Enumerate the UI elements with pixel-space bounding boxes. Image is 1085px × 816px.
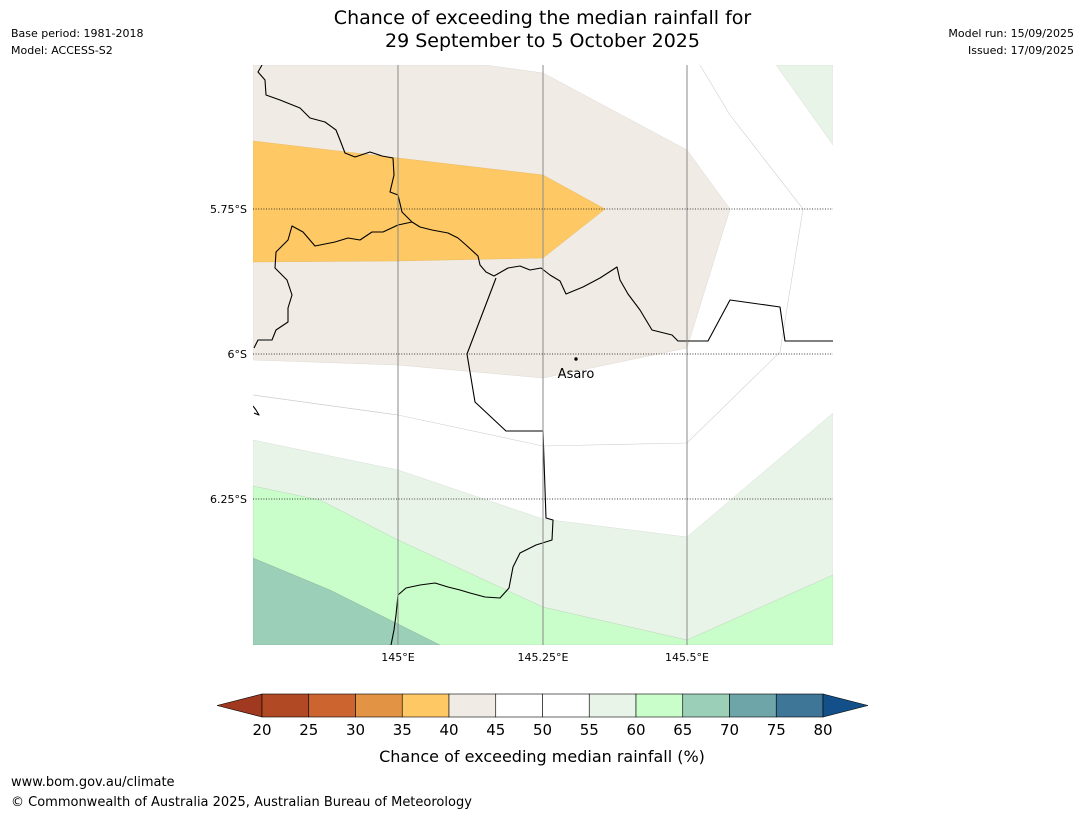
asaro-label: Asaro — [558, 367, 595, 382]
colorbar-segment — [355, 693, 403, 718]
colorbar-segment — [729, 693, 777, 718]
meridians — [397, 65, 688, 645]
colorbar-tick-label: 40 — [439, 721, 458, 739]
lat-label-6-25: 6.25°S — [210, 493, 247, 506]
colorbar-segment — [401, 693, 450, 718]
footer-copyright: © Commonwealth of Australia 2025, Austra… — [11, 795, 472, 810]
colorbar-tick-label: 20 — [252, 721, 271, 739]
colorbar-segment — [308, 693, 356, 718]
colorbar-segment — [542, 693, 590, 718]
colorbar-segment — [588, 693, 637, 718]
colorbar-tick-label: 25 — [299, 721, 318, 739]
colorbar — [216, 693, 869, 718]
colorbar-label: Chance of exceeding median rainfall (%) — [379, 747, 705, 766]
contour-lines — [253, 65, 804, 447]
colorbar-segment — [775, 693, 824, 718]
lon-label-145-5: 145.5°E — [665, 651, 709, 664]
colorbar-tick-label: 75 — [767, 721, 786, 739]
title-line-2: 29 September to 5 October 2025 — [385, 30, 700, 52]
colorbar-segment — [261, 693, 310, 718]
colorbar-segment — [495, 693, 543, 718]
lon-label-145-25: 145.25°E — [518, 651, 569, 664]
lat-label-6: 6°S — [228, 348, 247, 361]
colorbar-tick-label: 80 — [813, 721, 832, 739]
issued-date: Issued: 17/09/2025 — [967, 44, 1074, 57]
colorbar-tick-label: 65 — [673, 721, 692, 739]
colorbar-tick-label: 60 — [626, 721, 645, 739]
lat-label-5-75: 5.75°S — [210, 203, 247, 216]
boundaries — [253, 65, 833, 645]
meta-right: Model run: 15/09/2025 Issued: 17/09/2025 — [948, 25, 1074, 59]
colorbar-extend-high — [822, 693, 869, 718]
colorbar-ticks: 20 25 30 35 40 45 50 55 60 65 70 75 80 — [252, 721, 832, 739]
colorbar-segment — [682, 693, 730, 718]
contour-35-40 — [253, 140, 606, 263]
colorbar-tick-label: 35 — [393, 721, 412, 739]
colorbar-tick-label: 55 — [580, 721, 599, 739]
base-period: Base period: 1981-2018 — [11, 27, 144, 40]
title-line-1: Chance of exceeding the median rainfall … — [333, 7, 752, 29]
map-title: Chance of exceeding the median rainfall … — [200, 7, 885, 53]
province-boundary-north — [253, 65, 413, 349]
colorbar-tick-label: 30 — [346, 721, 365, 739]
latitude-labels: 5.75°S 6°S 6.25°S — [210, 203, 247, 506]
colorbar-tick-label: 45 — [486, 721, 505, 739]
colorbar-tick-label: 50 — [533, 721, 552, 739]
colorbar-segment — [635, 693, 684, 718]
parallels — [253, 208, 833, 500]
lon-label-145: 145°E — [381, 651, 414, 664]
meta-left: Base period: 1981-2018 Model: ACCESS-S2 — [11, 25, 143, 59]
footer-url: www.bom.gov.au/climate — [11, 775, 175, 790]
contour-65-70 — [253, 557, 441, 645]
model-name: Model: ACCESS-S2 — [11, 44, 113, 57]
contour-55-60-north — [775, 65, 833, 146]
colorbar-tick-label: 70 — [720, 721, 739, 739]
district-boundary — [390, 277, 554, 645]
coast-fragment — [253, 405, 260, 416]
longitude-labels: 145°E 145.25°E 145.5°E — [381, 651, 709, 664]
colorbar-extend-low — [216, 693, 263, 718]
colorbar-segment — [448, 693, 497, 718]
asaro-marker — [574, 357, 578, 361]
province-boundary-east — [411, 221, 833, 342]
probability-contours — [253, 65, 833, 645]
model-run: Model run: 15/09/2025 — [948, 27, 1074, 40]
